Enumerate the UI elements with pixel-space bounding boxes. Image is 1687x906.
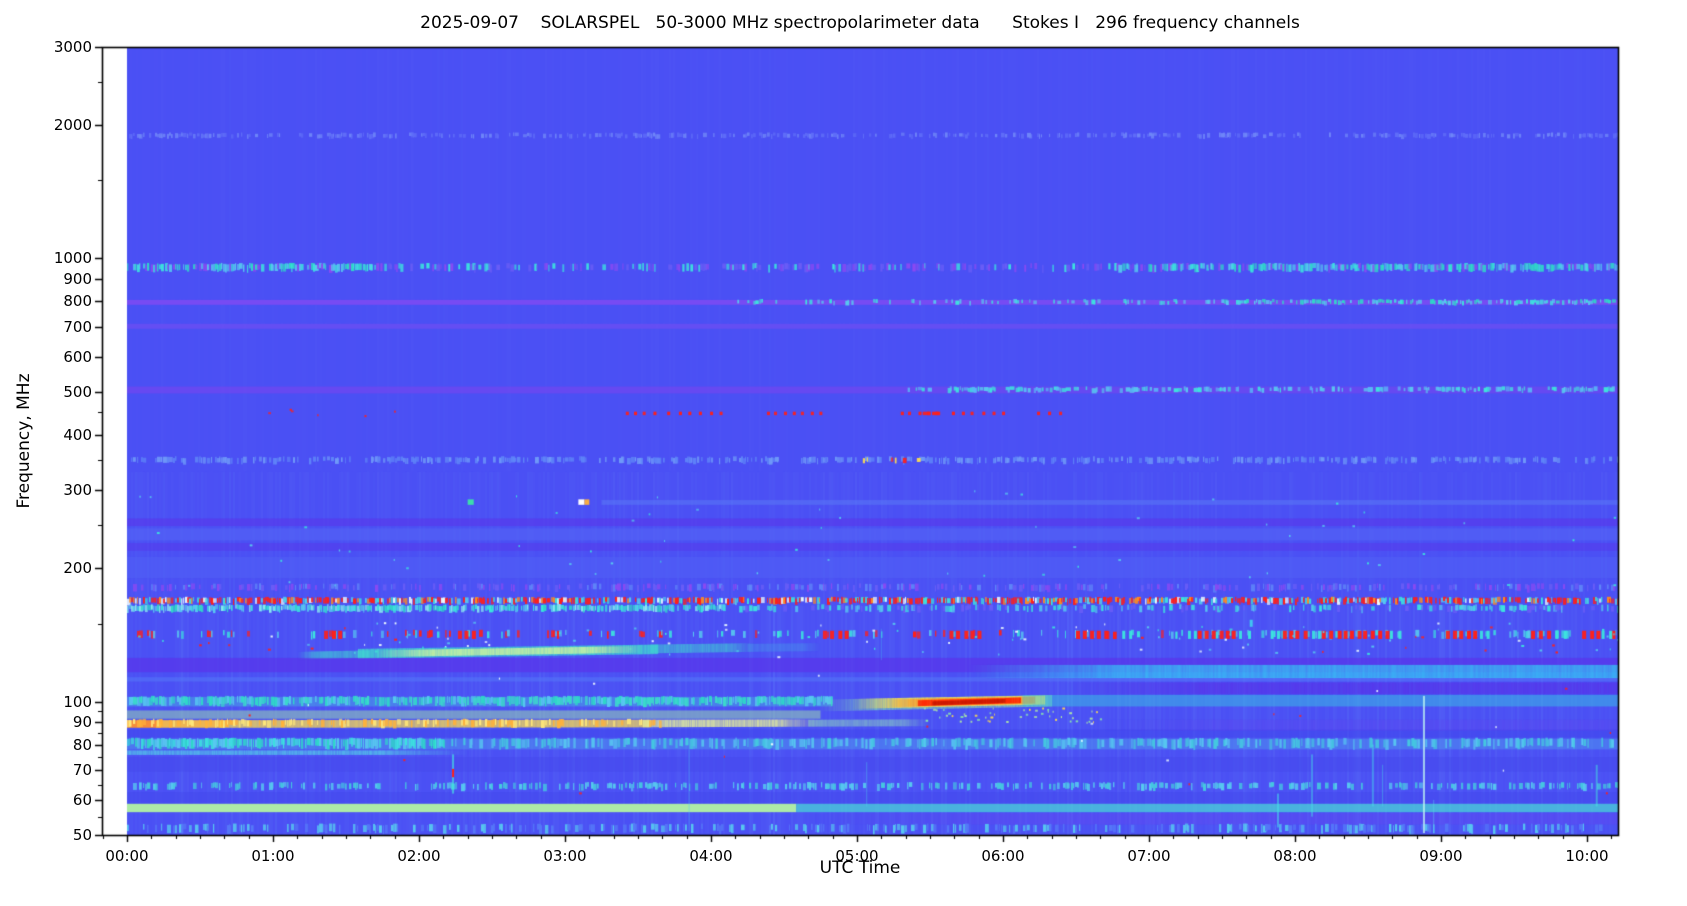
x-tick-label: 00:00 xyxy=(105,847,149,865)
y-tick-label: 70 xyxy=(72,761,92,780)
x-tick-label: 09:00 xyxy=(1419,847,1463,865)
y-tick-label: 80 xyxy=(72,735,92,754)
y-tick-label: 600 xyxy=(63,347,92,366)
x-tick-label: 01:00 xyxy=(251,847,295,865)
y-tick-label: 400 xyxy=(63,425,92,444)
x-tick-label: 10:00 xyxy=(1565,847,1609,865)
y-tick-label: 300 xyxy=(63,481,92,500)
y-tick-label: 60 xyxy=(72,790,92,809)
y-tick-label: 50 xyxy=(72,826,92,844)
y-tick-label: 900 xyxy=(63,269,92,288)
plot-title: 2025-09-07 SOLARSPEL 50-3000 MHz spectro… xyxy=(420,13,1300,33)
y-tick-label: 90 xyxy=(72,712,92,731)
x-tick-label: 06:00 xyxy=(981,847,1025,865)
y-tick-label: 100 xyxy=(63,692,92,711)
y-tick-label: 3000 xyxy=(53,38,92,56)
x-tick-label: 02:00 xyxy=(397,847,441,865)
x-tick-label: 08:00 xyxy=(1273,847,1317,865)
x-tick-label: 03:00 xyxy=(543,847,587,865)
y-tick-label: 800 xyxy=(63,292,92,311)
y-tick-label: 200 xyxy=(63,559,92,578)
y-tick-label: 2000 xyxy=(53,116,92,135)
x-tick-label: 05:00 xyxy=(835,847,879,865)
y-tick-label: 700 xyxy=(63,318,92,337)
x-tick-label: 04:00 xyxy=(689,847,733,865)
y-tick-label: 1000 xyxy=(53,249,92,268)
x-tick-label: 07:00 xyxy=(1127,847,1171,865)
y-tick-label: 500 xyxy=(63,382,92,401)
x-axis-label: UTC Time xyxy=(819,858,901,878)
